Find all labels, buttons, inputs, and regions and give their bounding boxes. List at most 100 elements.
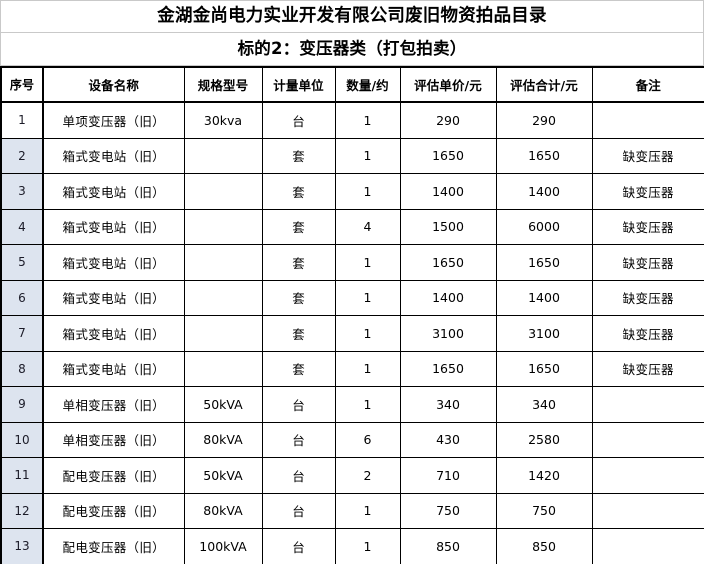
cell-unit[interactable]: 套 xyxy=(261,350,336,387)
table-row[interactable]: 13 配电变压器（旧） 100kVA 台 1 850 850 xyxy=(0,528,704,564)
cell-seq[interactable]: 10 xyxy=(0,421,44,458)
cell-unit[interactable]: 台 xyxy=(261,528,336,564)
cell-remark[interactable] xyxy=(591,528,704,564)
cell-spec[interactable] xyxy=(183,315,263,352)
table-row[interactable]: 12 配电变压器（旧） 80kVA 台 1 750 750 xyxy=(0,492,704,529)
cell-remark[interactable] xyxy=(591,421,704,458)
cell-name[interactable]: 单项变压器（旧） xyxy=(42,101,185,139)
cell-seq[interactable]: 1 xyxy=(0,101,44,139)
cell-seq[interactable]: 3 xyxy=(0,173,44,210)
table-row[interactable]: 5 箱式变电站（旧）套 1 1650 1650 缺变压器 xyxy=(0,244,704,281)
cell-seq[interactable]: 7 xyxy=(0,315,44,352)
cell-total[interactable]: 6000 xyxy=(495,208,593,245)
cell-seq[interactable]: 5 xyxy=(0,244,44,281)
cell-price[interactable]: 340 xyxy=(399,386,497,423)
cell-remark[interactable] xyxy=(591,492,704,529)
cell-spec[interactable] xyxy=(183,208,263,245)
table-row[interactable]: 4 箱式变电站（旧）套 4 1500 6000 缺变压器 xyxy=(0,208,704,245)
table-row[interactable]: 1 单项变压器（旧） 30kva 台 1 290 290 xyxy=(0,101,704,139)
cell-spec[interactable] xyxy=(183,279,263,316)
cell-price[interactable]: 1650 xyxy=(399,137,497,174)
cell-remark[interactable]: 缺变压器 xyxy=(591,279,704,316)
cell-spec[interactable]: 30kva xyxy=(183,101,263,139)
cell-seq[interactable]: 13 xyxy=(0,528,44,564)
table-row[interactable]: 6 箱式变电站（旧）套 1 1400 1400 缺变压器 xyxy=(0,279,704,316)
column-header-unit[interactable]: 计量单位 xyxy=(261,66,336,103)
cell-qty[interactable]: 1 xyxy=(334,173,401,210)
column-header-spec[interactable]: 规格型号 xyxy=(183,66,263,103)
cell-remark[interactable]: 缺变压器 xyxy=(591,350,704,387)
cell-total[interactable]: 1400 xyxy=(495,279,593,316)
cell-remark[interactable]: 缺变压器 xyxy=(591,208,704,245)
cell-qty[interactable]: 6 xyxy=(334,421,401,458)
table-row[interactable]: 7 箱式变电站（旧）套 1 3100 3100 缺变压器 xyxy=(0,315,704,352)
cell-price[interactable]: 3100 xyxy=(399,315,497,352)
column-header-total[interactable]: 评估合计/元 xyxy=(495,66,593,103)
cell-total[interactable]: 2580 xyxy=(495,421,593,458)
column-header-remark[interactable]: 备注 xyxy=(591,66,704,103)
cell-unit[interactable]: 套 xyxy=(261,173,336,210)
cell-seq[interactable]: 4 xyxy=(0,208,44,245)
cell-seq[interactable]: 11 xyxy=(0,457,44,494)
column-header-seq[interactable]: 序号 xyxy=(0,66,44,103)
cell-unit[interactable]: 台 xyxy=(261,421,336,458)
cell-seq[interactable]: 8 xyxy=(0,350,44,387)
cell-unit[interactable]: 套 xyxy=(261,244,336,281)
cell-unit[interactable]: 台 xyxy=(261,386,336,423)
table-row[interactable]: 8 箱式变电站（旧）套 1 1650 1650 缺变压器 xyxy=(0,350,704,387)
cell-spec[interactable]: 100kVA xyxy=(183,528,263,564)
cell-seq[interactable]: 2 xyxy=(0,137,44,174)
cell-unit[interactable]: 台 xyxy=(261,101,336,139)
cell-price[interactable]: 710 xyxy=(399,457,497,494)
column-header-name[interactable]: 设备名称 xyxy=(42,66,185,103)
cell-qty[interactable]: 1 xyxy=(334,315,401,352)
cell-name[interactable]: 箱式变电站（旧） xyxy=(42,137,185,174)
table-row[interactable]: 11 配电变压器（旧） 50kVA 台 2 710 1420 xyxy=(0,457,704,494)
cell-name[interactable]: 配电变压器（旧） xyxy=(42,528,185,564)
cell-name[interactable]: 单相变压器（旧） xyxy=(42,421,185,458)
cell-price[interactable]: 290 xyxy=(399,101,497,139)
cell-total[interactable]: 3100 xyxy=(495,315,593,352)
cell-qty[interactable]: 2 xyxy=(334,457,401,494)
table-row[interactable]: 9 单相变压器（旧） 50kVA 台 1 340 340 xyxy=(0,386,704,423)
cell-total[interactable]: 1650 xyxy=(495,350,593,387)
cell-total[interactable]: 1650 xyxy=(495,137,593,174)
cell-price[interactable]: 1500 xyxy=(399,208,497,245)
cell-spec[interactable]: 50kVA xyxy=(183,457,263,494)
cell-spec[interactable]: 50kVA xyxy=(183,386,263,423)
cell-total[interactable]: 340 xyxy=(495,386,593,423)
cell-total[interactable]: 750 xyxy=(495,492,593,529)
table-row[interactable]: 3 箱式变电站（旧）套 1 1400 1400 缺变压器 xyxy=(0,173,704,210)
cell-name[interactable]: 箱式变电站（旧） xyxy=(42,244,185,281)
cell-remark[interactable] xyxy=(591,101,704,139)
cell-name[interactable]: 箱式变电站（旧） xyxy=(42,279,185,316)
cell-price[interactable]: 1650 xyxy=(399,350,497,387)
cell-unit[interactable]: 台 xyxy=(261,492,336,529)
cell-seq[interactable]: 9 xyxy=(0,386,44,423)
cell-qty[interactable]: 1 xyxy=(334,492,401,529)
cell-remark[interactable]: 缺变压器 xyxy=(591,137,704,174)
column-header-qty[interactable]: 数量/约 xyxy=(334,66,401,103)
cell-qty[interactable]: 1 xyxy=(334,244,401,281)
cell-spec[interactable] xyxy=(183,137,263,174)
cell-name[interactable]: 箱式变电站（旧） xyxy=(42,315,185,352)
column-header-price[interactable]: 评估单价/元 xyxy=(399,66,497,103)
cell-remark[interactable] xyxy=(591,386,704,423)
cell-total[interactable]: 290 xyxy=(495,101,593,139)
cell-price[interactable]: 850 xyxy=(399,528,497,564)
cell-qty[interactable]: 1 xyxy=(334,350,401,387)
cell-name[interactable]: 配电变压器（旧） xyxy=(42,457,185,494)
cell-spec[interactable] xyxy=(183,244,263,281)
cell-total[interactable]: 1400 xyxy=(495,173,593,210)
cell-unit[interactable]: 套 xyxy=(261,279,336,316)
table-row[interactable]: 2 箱式变电站（旧）套 1 1650 1650 缺变压器 xyxy=(0,137,704,174)
table-row[interactable]: 10 单相变压器（旧） 80kVA 台 6 430 2580 xyxy=(0,421,704,458)
cell-qty[interactable]: 1 xyxy=(334,528,401,564)
cell-unit[interactable]: 套 xyxy=(261,315,336,352)
cell-qty[interactable]: 1 xyxy=(334,137,401,174)
cell-remark[interactable]: 缺变压器 xyxy=(591,315,704,352)
cell-unit[interactable]: 台 xyxy=(261,457,336,494)
cell-name[interactable]: 箱式变电站（旧） xyxy=(42,173,185,210)
cell-seq[interactable]: 6 xyxy=(0,279,44,316)
cell-name[interactable]: 箱式变电站（旧） xyxy=(42,208,185,245)
